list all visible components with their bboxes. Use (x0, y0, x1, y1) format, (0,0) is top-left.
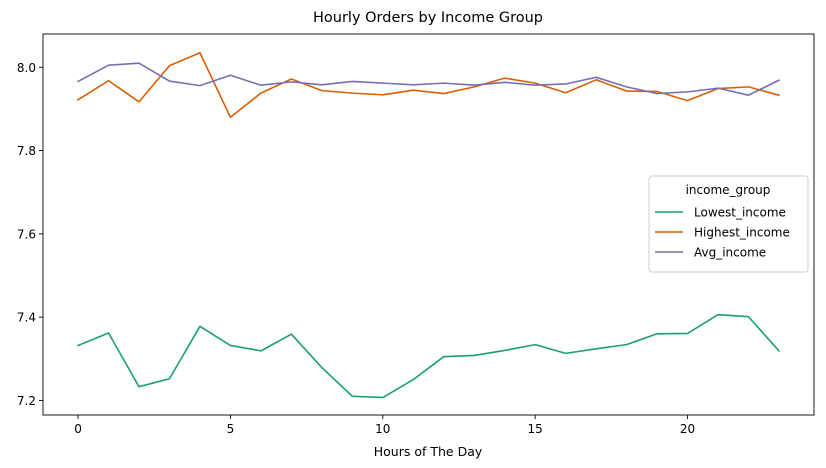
series-lines (76, 51, 781, 399)
legend-label: Lowest_income (694, 206, 786, 220)
y-tick-label: 8.0 (17, 61, 36, 75)
y-axis: 7.2 7.4 7.6 7.8 8.0 (17, 61, 43, 408)
y-tick-label: 7.4 (17, 311, 36, 325)
legend-label: Highest_income (694, 226, 790, 240)
legend-box (648, 175, 809, 273)
x-tick-label: 15 (528, 422, 543, 436)
y-tick-label: 7.2 (17, 394, 36, 408)
series-line-avg-income (76, 62, 781, 97)
y-tick-label: 7.6 (17, 227, 36, 241)
x-tick-label: 0 (74, 422, 82, 436)
legend-title: income_group (686, 183, 771, 197)
legend-label: Avg_income (694, 246, 766, 260)
legend: income_group Lowest_income Highest_income… (648, 175, 809, 273)
x-tick-label: 10 (375, 422, 390, 436)
x-axis-label: Hours of The Day (374, 444, 483, 459)
x-tick-label: 5 (227, 422, 235, 436)
y-tick-label: 7.8 (17, 144, 36, 158)
x-tick-label: 20 (680, 422, 695, 436)
chart-title: Hourly Orders by Income Group (313, 10, 543, 26)
x-axis: 0 5 10 15 20 (74, 415, 695, 436)
series-line-lowest-income (77, 313, 781, 399)
